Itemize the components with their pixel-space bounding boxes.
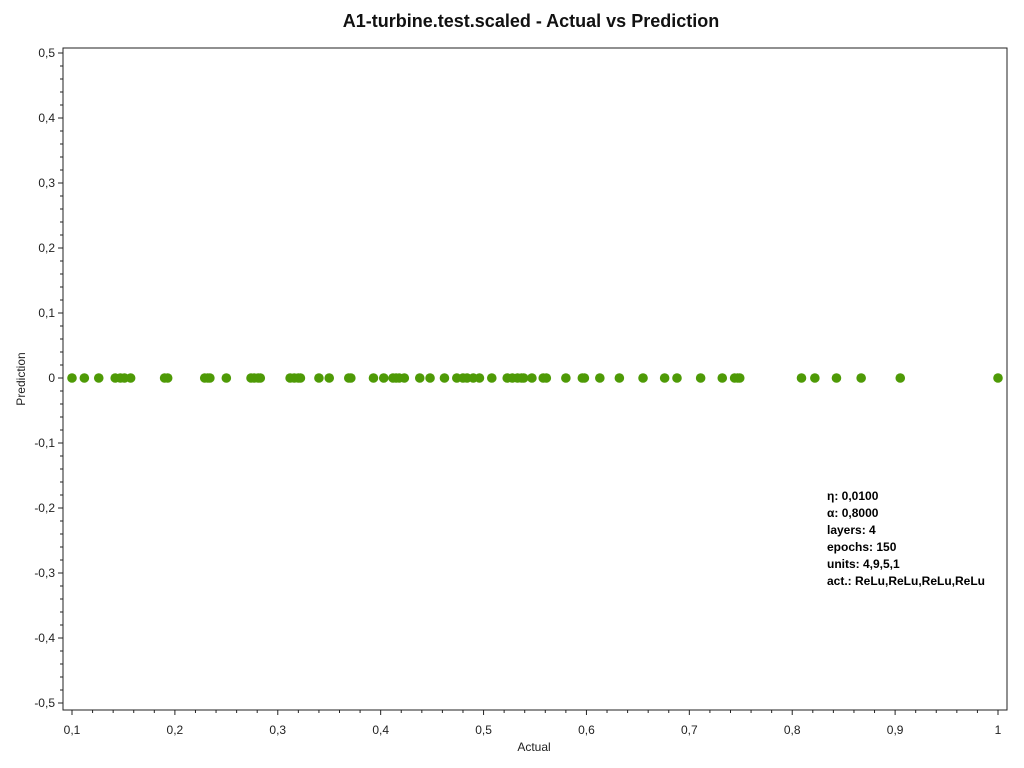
y-tick-label: 0,1	[38, 306, 55, 320]
data-point	[205, 373, 215, 383]
data-point	[368, 373, 379, 383]
data-point	[125, 373, 136, 383]
data-point	[579, 373, 590, 383]
y-tick-label: -0,2	[34, 501, 55, 515]
data-point	[796, 373, 807, 383]
data-point	[831, 373, 842, 383]
info-units: units: 4,9,5,1	[827, 557, 900, 571]
y-tick-label: -0,5	[34, 696, 55, 710]
data-point	[255, 373, 266, 383]
x-tick-label: 0,9	[887, 723, 904, 737]
data-point	[672, 373, 682, 383]
x-axis-title: Actual	[517, 740, 550, 754]
data-point	[295, 373, 306, 383]
data-point	[324, 373, 335, 383]
y-tick-label: -0,1	[34, 436, 55, 450]
x-tick-label: 0,7	[681, 723, 698, 737]
data-point	[561, 373, 571, 383]
info-alpha: α: 0,8000	[827, 506, 879, 520]
data-point	[378, 373, 389, 383]
x-tick-label: 0,2	[167, 723, 184, 737]
y-tick-label: 0,2	[38, 241, 55, 255]
data-point	[541, 373, 552, 383]
data-point	[162, 373, 173, 383]
x-tick-label: 0,1	[64, 723, 81, 737]
data-point	[527, 373, 537, 383]
data-point	[399, 373, 410, 383]
y-tick-label: 0,4	[38, 111, 55, 125]
data-point	[221, 373, 232, 383]
x-tick-label: 0,6	[578, 723, 595, 737]
x-tick-label: 0,8	[784, 723, 801, 737]
data-point	[638, 373, 648, 383]
x-tick-label: 1	[995, 723, 1002, 737]
data-point	[439, 373, 450, 383]
y-axis: 0,5 0,4 0,3 0,2 0,1 0 -0,1 -0,2 -0,3 -0,4 -0,5	[34, 46, 63, 710]
data-point	[695, 373, 706, 383]
x-tick-label: 0,4	[372, 723, 389, 737]
data-point	[346, 373, 356, 383]
data-point	[595, 373, 605, 383]
info-epochs: epochs: 150	[827, 540, 897, 554]
chart-title: A1-turbine.test.scaled - Actual vs Predi…	[342, 11, 720, 31]
data-point	[717, 373, 728, 383]
y-tick-label: -0,4	[34, 631, 55, 645]
data-point	[486, 373, 497, 383]
info-layers: layers: 4	[827, 523, 876, 537]
data-point	[414, 373, 425, 383]
data-point	[993, 373, 1003, 383]
y-tick-label: 0	[48, 371, 55, 385]
data-point	[734, 373, 745, 383]
y-tick-label: 0,3	[38, 176, 55, 190]
data-point	[614, 373, 625, 383]
y-tick-label: 0,5	[38, 46, 55, 60]
data-point	[425, 373, 435, 383]
data-point	[93, 373, 104, 383]
plot-frame	[62, 47, 1008, 711]
info-activation: act.: ReLu,ReLu,ReLu,ReLu	[827, 574, 986, 588]
x-tick-label: 0,5	[475, 723, 492, 737]
y-axis-title: Prediction	[14, 352, 28, 405]
data-point	[474, 373, 485, 383]
data-point	[810, 373, 820, 383]
data-points	[67, 373, 1003, 383]
data-point	[79, 373, 90, 383]
data-point	[659, 373, 670, 383]
y-tick-label: -0,3	[34, 566, 55, 580]
data-point	[856, 373, 866, 383]
x-axis: 0,1 0,2 0,3 0,4 0,5 0,6 0,7 0,8 0,9 1	[64, 710, 1002, 737]
x-tick-label: 0,3	[269, 723, 286, 737]
info-eta: η: 0,0100	[827, 489, 879, 503]
data-point	[314, 373, 324, 383]
data-point	[67, 373, 77, 383]
model-info-box: η: 0,0100 α: 0,8000 layers: 4 epochs: 15…	[827, 488, 985, 590]
data-point	[895, 373, 906, 383]
data-point	[518, 373, 529, 383]
